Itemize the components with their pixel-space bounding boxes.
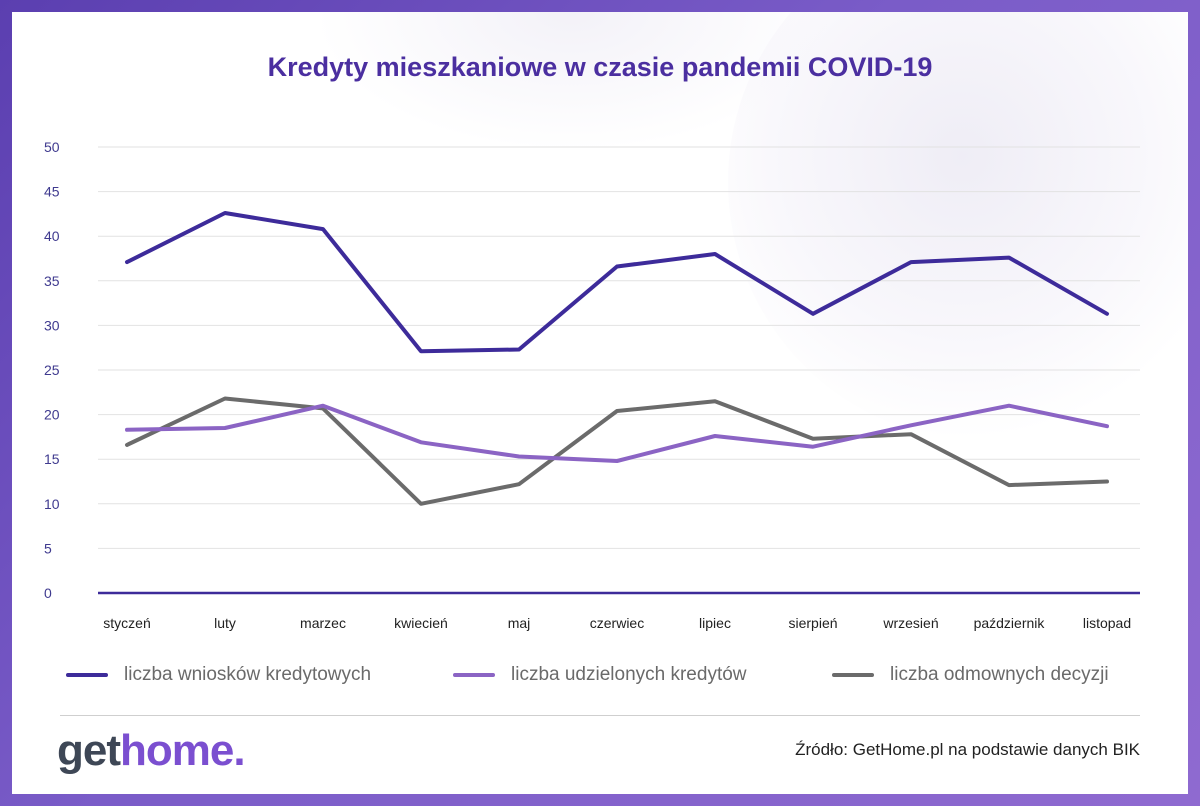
- y-tick-label: 20: [44, 407, 60, 423]
- y-tick-label: 5: [44, 540, 52, 556]
- grid-lines: [98, 146, 1140, 595]
- x-tick-label: październik: [974, 615, 1046, 631]
- logo-text-dot: .: [233, 726, 245, 775]
- x-tick-label: wrzesień: [882, 615, 938, 631]
- x-tick-label: kwiecień: [394, 615, 448, 631]
- y-tick-label: 25: [44, 362, 60, 378]
- source-note: Źródło: GetHome.pl na podstawie danych B…: [795, 740, 1140, 759]
- x-tick-label: styczeń: [103, 615, 150, 631]
- y-tick-label: 35: [44, 273, 60, 289]
- y-axis-ticks: 0 5 10 15 20 25 30 35 40 45 50: [44, 139, 60, 601]
- x-tick-label: marzec: [300, 615, 346, 631]
- y-tick-label: 30: [44, 317, 60, 333]
- y-tick-label: 45: [44, 184, 60, 200]
- x-axis-ticks: styczeń luty marzec kwiecień maj czerwiec lipi…: [103, 615, 1131, 631]
- y-tick-label: 0: [44, 585, 52, 601]
- logo-text-home: home: [120, 726, 234, 775]
- legend-item-applications: liczba wniosków kredytowych: [66, 660, 371, 690]
- legend-label-rejected: liczba odmownych decyzji: [890, 664, 1109, 685]
- gethome-logo: gethome.: [57, 726, 246, 776]
- chart-title: Kredyty mieszkaniowe w czasie pandemii C…: [267, 52, 933, 82]
- x-tick-label: lipiec: [699, 615, 731, 631]
- legend-label-applications: liczba wniosków kredytowych: [124, 664, 372, 685]
- x-tick-label: sierpień: [788, 615, 837, 631]
- series-line-1: [125, 403, 1109, 463]
- legend-label-granted: liczba udzielonych kredytów: [511, 664, 747, 685]
- legend: liczba wniosków kredytowych liczba udzie…: [0, 660, 1200, 690]
- logo-text-get: get: [57, 726, 121, 775]
- series-line-2: [125, 396, 1109, 506]
- footer-divider: [60, 715, 1140, 716]
- legend-swatch-rejected: [832, 673, 874, 677]
- x-tick-label: czerwiec: [590, 615, 644, 631]
- y-tick-label: 10: [44, 496, 60, 512]
- x-tick-label: listopad: [1083, 615, 1131, 631]
- y-tick-label: 15: [44, 451, 60, 467]
- y-tick-label: 40: [44, 228, 60, 244]
- y-tick-label: 50: [44, 139, 60, 155]
- chart-card: [12, 12, 1188, 794]
- x-tick-label: luty: [214, 615, 236, 631]
- legend-item-granted: liczba udzielonych kredytów: [453, 660, 747, 690]
- series-lines: [125, 211, 1109, 506]
- x-tick-label: maj: [508, 615, 531, 631]
- series-line-0: [125, 211, 1109, 354]
- legend-swatch-applications: [66, 673, 108, 677]
- legend-item-rejected: liczba odmownych decyzji: [832, 660, 1109, 690]
- legend-swatch-granted: [453, 673, 495, 677]
